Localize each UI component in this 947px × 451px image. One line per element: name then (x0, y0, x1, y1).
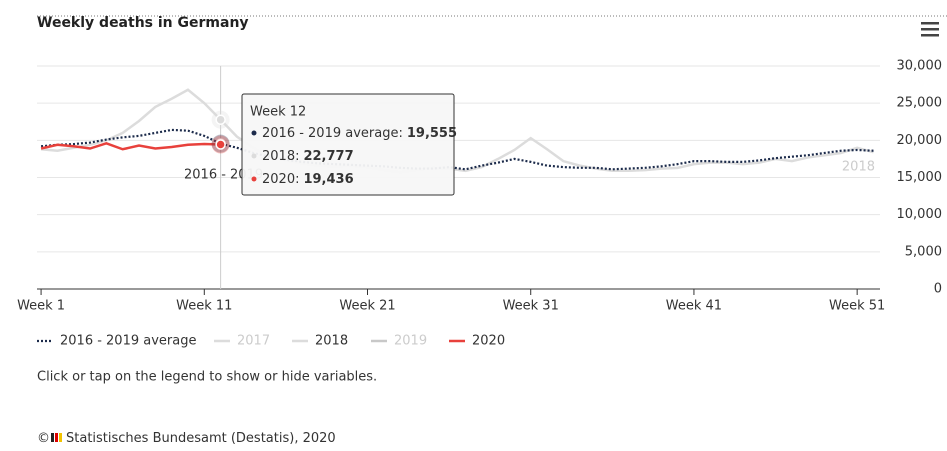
tooltip-value: 22,777 (303, 149, 353, 164)
hover-point (215, 114, 226, 125)
y-tick-label: 25,000 (897, 96, 943, 111)
y-tick-label: 20,000 (897, 133, 943, 148)
note: Click or tap on the legend to show or hi… (37, 370, 377, 385)
legend-label[interactable]: 2019 (394, 334, 427, 349)
x-tick-label: Week 41 (666, 299, 722, 314)
tooltip-name: 2016 - 2019 average: (262, 126, 403, 141)
tooltip-bullet (251, 130, 257, 136)
x-tick-label: Week 1 (17, 299, 65, 314)
source: © Statistisches Bundesamt (Destatis), 202… (37, 431, 336, 446)
series-line (40, 88, 874, 174)
x-tick-label: Week 21 (339, 299, 395, 314)
tooltip-bullet (251, 176, 257, 182)
series-line (40, 141, 221, 151)
chart-title: Weekly deaths in Germany (37, 15, 249, 31)
tooltip-title: Week 12 (250, 105, 306, 120)
hover-point (215, 139, 226, 150)
tooltip-value: 19,436 (303, 172, 353, 187)
y-tick-label: 30,000 (897, 59, 943, 74)
x-tick-label: Week 51 (829, 299, 885, 314)
legend-label[interactable]: 2018 (315, 334, 348, 349)
tooltip-name: 2018: (262, 149, 299, 164)
tooltip-row: 2018: 22,777 (262, 149, 354, 164)
legend-label[interactable]: 2016 - 2019 average (60, 334, 196, 349)
tooltip-row: 2016 - 2019 average: 19,555 (262, 126, 457, 141)
y-tick-label: 10,000 (897, 207, 943, 222)
flag-icon (51, 433, 62, 442)
series-label: 2018 (842, 160, 875, 175)
tooltip-box (241, 93, 455, 196)
y-tick-label: 0 (934, 282, 942, 297)
legend-label[interactable]: 2020 (472, 334, 505, 349)
x-tick-label: Week 31 (503, 299, 559, 314)
x-tick-label: Week 11 (176, 299, 232, 314)
tooltip-row: 2020: 19,436 (262, 172, 354, 187)
menu-icon[interactable] (921, 22, 939, 37)
tooltip-value: 19,555 (407, 126, 457, 141)
legend-label[interactable]: 2017 (237, 334, 270, 349)
source-text: © Statistisches Bundesamt (Destatis), 202… (37, 431, 336, 446)
tooltip-bullet (251, 153, 257, 159)
y-tick-label: 15,000 (897, 170, 943, 185)
tooltip-name: 2020: (262, 172, 299, 187)
y-tick-label: 5,000 (905, 244, 942, 259)
